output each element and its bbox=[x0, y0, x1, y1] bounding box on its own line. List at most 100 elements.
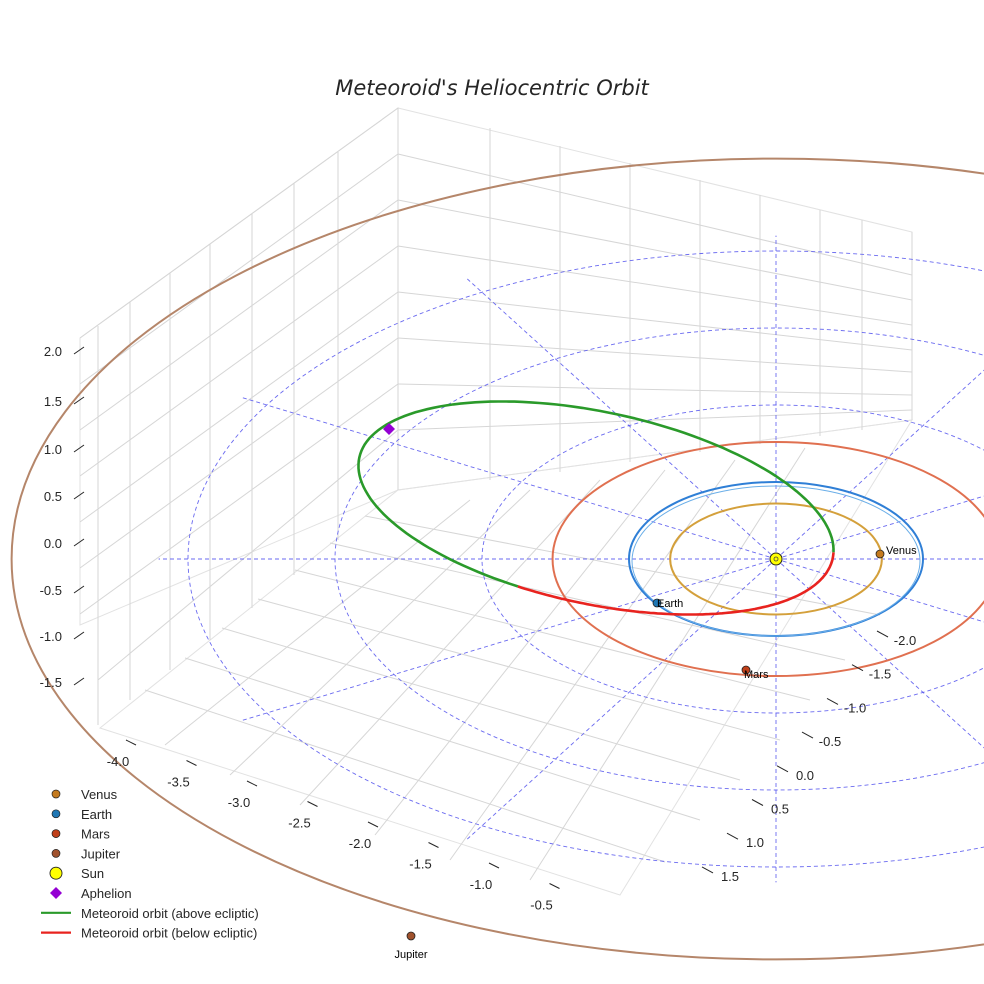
z-tick-mark bbox=[73, 538, 85, 547]
legend-dot bbox=[51, 849, 61, 858]
sun-core bbox=[773, 556, 779, 562]
y-tick-label: -1.0 bbox=[844, 700, 866, 715]
x-tick-mark bbox=[307, 801, 318, 807]
ecliptic-spoke-12 bbox=[775, 495, 984, 560]
y-tick-mark bbox=[701, 866, 714, 874]
mars-marker bbox=[741, 665, 751, 675]
x-tick-label: -2.5 bbox=[288, 816, 310, 831]
legend-sun bbox=[49, 866, 63, 880]
y-tick-mark bbox=[751, 799, 764, 806]
z-tick-label: 0.5 bbox=[44, 489, 62, 504]
z-tick-mark bbox=[73, 677, 85, 686]
z-axis-ticks: 2.0 1.5 1.0 0.5 0.0 -0.5 -1.0 -1.5 bbox=[40, 344, 85, 690]
chart-title: Meteoroid's Heliocentric Orbit bbox=[335, 76, 649, 100]
y-tick-mark bbox=[851, 664, 864, 672]
x-tick-label: -2.0 bbox=[349, 836, 371, 851]
legend-label: Sun bbox=[81, 866, 104, 881]
legend-label: Meteoroid orbit (above ecliptic) bbox=[81, 906, 259, 921]
z-tick-label: 2.0 bbox=[44, 344, 62, 359]
pane-right bbox=[397, 107, 913, 491]
z-tick-mark bbox=[73, 444, 85, 453]
legend-dot bbox=[51, 829, 61, 838]
y-tick-mark bbox=[826, 697, 839, 705]
x-tick-mark bbox=[186, 760, 197, 766]
grid-floor bbox=[144, 447, 881, 881]
grid-left-horizontal bbox=[79, 107, 399, 681]
z-tick-mark bbox=[73, 631, 85, 640]
ecliptic-spoke-6 bbox=[241, 558, 777, 722]
y-tick-label: -1.5 bbox=[869, 667, 891, 682]
earth-orbit-inner bbox=[631, 485, 921, 637]
axis-panes bbox=[79, 107, 913, 896]
x-tick-label: -3.5 bbox=[167, 775, 189, 790]
legend-label: Meteoroid orbit (below ecliptic) bbox=[81, 926, 257, 941]
venus-marker bbox=[875, 549, 885, 559]
pane-floor bbox=[98, 419, 913, 896]
venus-orbit bbox=[669, 502, 883, 616]
x-tick-mark bbox=[246, 780, 258, 787]
x-tick-mark bbox=[428, 842, 439, 848]
sun-marker bbox=[769, 552, 783, 566]
x-tick-label: -1.0 bbox=[470, 877, 492, 892]
x-tick-mark bbox=[488, 862, 500, 869]
x-axis-ticks: -4.0 -3.5 -3.0 -2.5 -2.0 -1.5 -1.0 -0.5 bbox=[107, 739, 560, 913]
ecliptic-spoke-8 bbox=[241, 396, 777, 560]
jupiter-label: Jupiter bbox=[394, 949, 427, 961]
grid-right-horizontal bbox=[397, 153, 913, 431]
z-tick-label: 1.0 bbox=[44, 442, 62, 457]
legend-label: Aphelion bbox=[81, 886, 132, 901]
legend-diamond bbox=[50, 887, 62, 899]
earth-marker bbox=[652, 598, 662, 608]
z-tick-label: -1.0 bbox=[40, 629, 62, 644]
jupiter-marker bbox=[406, 931, 416, 941]
ecliptic-spoke-9 bbox=[466, 278, 777, 560]
ecliptic-spoke-11 bbox=[775, 369, 984, 560]
mars-label: Mars bbox=[744, 669, 769, 681]
y-tick-mark bbox=[801, 731, 814, 739]
x-tick-label: -3.0 bbox=[228, 795, 250, 810]
z-tick-mark bbox=[73, 396, 85, 405]
z-tick-label: 0.0 bbox=[44, 536, 62, 551]
ecliptic-grid bbox=[158, 235, 984, 883]
bodies: Venus Earth Mars Jupiter bbox=[383, 423, 917, 961]
aphelion-marker bbox=[383, 423, 395, 435]
legend: Venus Earth Mars Jupiter Sun Aphelion Meteoroi… bbox=[41, 787, 259, 941]
y-tick-label: 0.0 bbox=[796, 768, 814, 783]
legend-label: Jupiter bbox=[81, 846, 121, 861]
y-tick-label: -2.0 bbox=[894, 633, 916, 648]
legend-label: Venus bbox=[81, 787, 118, 802]
earth-label: Earth bbox=[657, 598, 683, 610]
ecliptic-spoke-2 bbox=[775, 558, 984, 623]
y-tick-mark bbox=[776, 765, 789, 773]
meteoroid-orbit-below bbox=[517, 552, 835, 616]
legend-label: Mars bbox=[81, 827, 110, 842]
y-tick-label: 1.5 bbox=[721, 869, 739, 884]
y-tick-mark bbox=[726, 832, 739, 840]
legend-dot bbox=[51, 809, 61, 819]
z-tick-mark bbox=[73, 585, 85, 594]
y-axis-ticks: -2.0 -1.5 -1.0 -0.5 0.0 0.5 1.0 1.5 bbox=[701, 630, 916, 884]
x-tick-label: -0.5 bbox=[530, 898, 552, 913]
legend-dot bbox=[51, 789, 61, 799]
z-tick-label: -1.5 bbox=[40, 675, 62, 690]
z-tick-label: 1.5 bbox=[44, 394, 62, 409]
legend-label: Earth bbox=[81, 807, 112, 822]
x-tick-mark bbox=[549, 883, 560, 889]
y-tick-label: -0.5 bbox=[819, 734, 841, 749]
venus-label: Venus bbox=[886, 545, 917, 557]
y-tick-label: 1.0 bbox=[746, 835, 764, 850]
z-tick-mark bbox=[73, 491, 85, 500]
x-tick-label: -4.0 bbox=[107, 754, 129, 769]
x-tick-label: -1.5 bbox=[409, 857, 431, 872]
orbits bbox=[10, 157, 984, 961]
z-tick-mark bbox=[73, 346, 85, 355]
jupiter-orbit bbox=[10, 157, 984, 961]
meteoroid-orbit-above bbox=[357, 400, 835, 588]
y-tick-label: 0.5 bbox=[771, 802, 789, 817]
ecliptic-spoke-5 bbox=[466, 558, 777, 840]
z-tick-label: -0.5 bbox=[40, 583, 62, 598]
mars-orbit bbox=[551, 440, 984, 678]
x-tick-mark bbox=[125, 739, 137, 746]
x-tick-mark bbox=[367, 821, 379, 828]
